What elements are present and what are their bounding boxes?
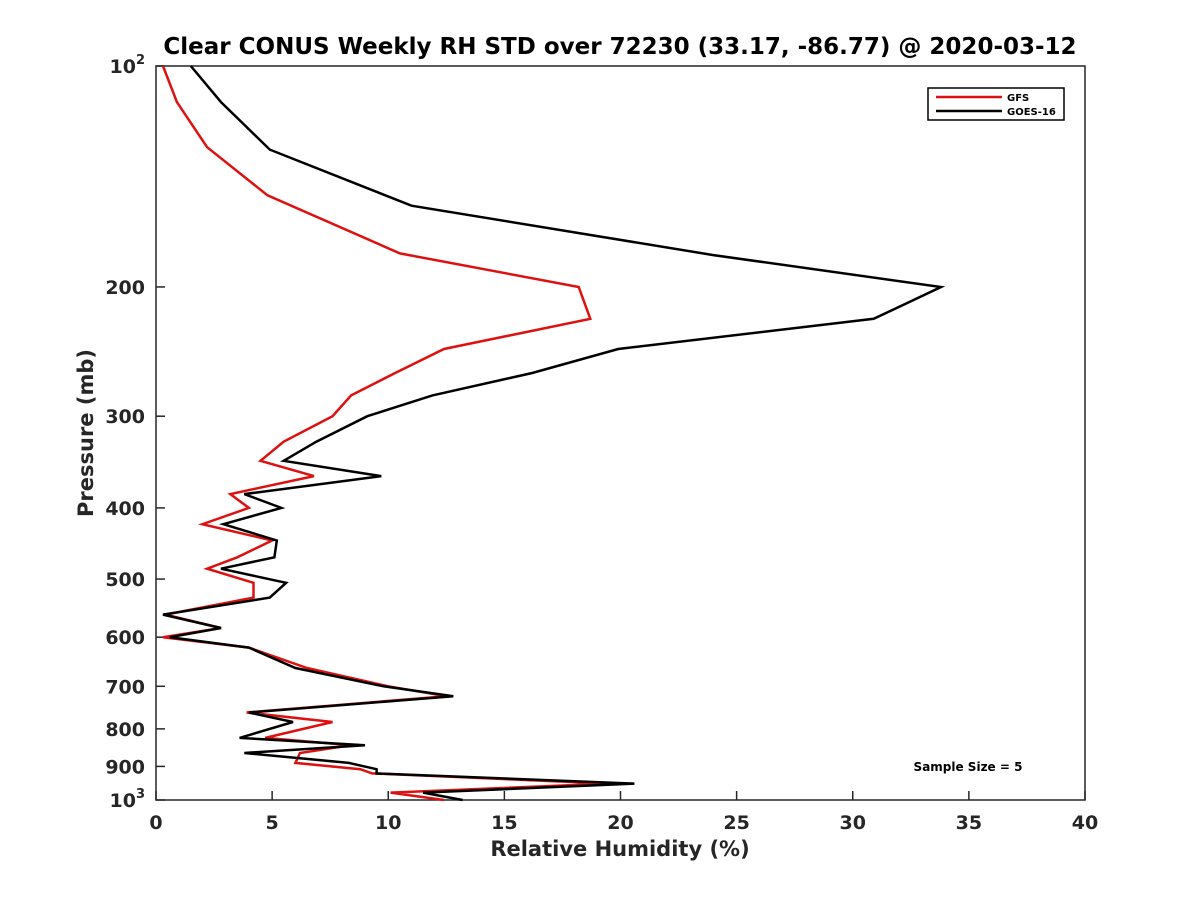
series-layer [161, 65, 946, 802]
y-tick-label: 200 [105, 277, 145, 299]
y-tick-label-base: 600 [105, 627, 145, 649]
x-tick-label: 0 [149, 812, 162, 834]
y-tick-label-exponent: 3 [136, 787, 145, 802]
y-tick-label: 800 [105, 719, 145, 741]
x-axis-ticks: 0 5 10 15 20 25 30 35 40 [149, 791, 1098, 834]
x-tick-label: 40 [1072, 812, 1098, 834]
y-tick-label-base: 900 [105, 756, 145, 778]
sample-size-annotation: Sample Size = 5 [914, 760, 1023, 774]
y-tick-label-base: 300 [105, 406, 145, 428]
y-tick-label: 900 [105, 756, 145, 778]
y-tick-label-base: 10 [110, 56, 136, 78]
x-tick-label: 5 [266, 812, 279, 834]
series-line-goes-16 [162, 65, 946, 802]
x-tick-label: 15 [491, 812, 517, 834]
y-tick-label-base: 800 [105, 719, 145, 741]
legend-box [927, 87, 1065, 121]
series-line-gfs [161, 65, 609, 802]
y-tick-label: 103 [110, 787, 146, 812]
legend-label: GOES-16 [1007, 107, 1056, 118]
y-tick-label-base: 400 [105, 498, 145, 520]
y-tick-label: 102 [110, 53, 146, 78]
y-tick-label-base: 10 [110, 790, 136, 812]
y-axis-label: Pressure (mb) [74, 349, 98, 517]
legend-label: GFS [1007, 93, 1029, 104]
y-tick-label: 300 [105, 406, 145, 428]
x-tick-label: 30 [840, 812, 866, 834]
y-tick-label: 700 [105, 676, 145, 698]
y-tick-label-base: 700 [105, 676, 145, 698]
y-tick-label: 500 [105, 569, 145, 591]
y-tick-label: 400 [105, 498, 145, 520]
x-tick-label: 20 [607, 812, 633, 834]
y-tick-label: 600 [105, 627, 145, 649]
y-tick-label-base: 200 [105, 277, 145, 299]
x-axis-label: Relative Humidity (%) [490, 837, 749, 861]
legend-entries: GFS GOES-16 [936, 93, 1056, 118]
legend: GFS GOES-16 [927, 87, 1065, 121]
x-tick-label: 10 [375, 812, 401, 834]
x-tick-label: 25 [723, 812, 749, 834]
y-tick-label-exponent: 2 [136, 53, 145, 68]
y-tick-label-base: 500 [105, 569, 145, 591]
x-tick-label: 35 [956, 812, 982, 834]
chart-title: Clear CONUS Weekly RH STD over 72230 (33… [163, 34, 1076, 60]
